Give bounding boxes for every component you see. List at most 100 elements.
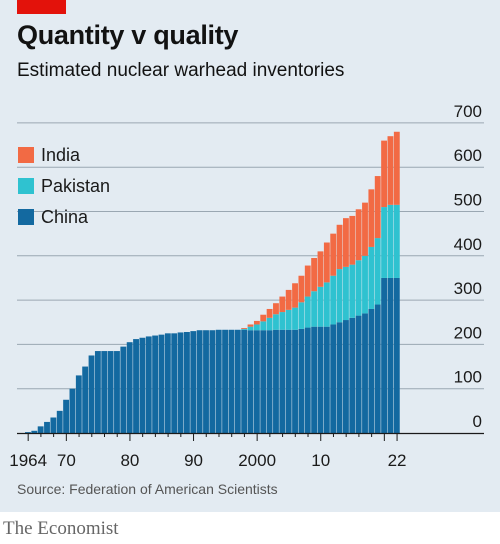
bar-china <box>292 329 298 433</box>
bar-china <box>304 327 311 433</box>
bar-india <box>374 176 381 239</box>
bar-china <box>215 329 222 433</box>
bar-china <box>234 329 241 433</box>
bar-pakistan <box>260 321 267 331</box>
bar-pakistan <box>374 238 381 305</box>
bar-india <box>241 328 248 329</box>
bar-china <box>101 351 108 433</box>
bar-pakistan <box>266 317 273 331</box>
bar-china <box>126 342 133 433</box>
gridlines <box>17 122 484 390</box>
legend-label-pakistan: Pakistan <box>41 176 110 196</box>
stacked-bar-chart: 1964 70 80 90 2000 10 22 0 100 200 300 400 500 600 70… <box>9 102 484 470</box>
bar-china <box>273 329 279 433</box>
bar-china <box>88 355 95 433</box>
bar-india <box>260 314 267 322</box>
bar-india <box>349 215 356 265</box>
bar-pakistan <box>292 307 298 330</box>
x-tick-label: 90 <box>184 451 203 470</box>
bar-china <box>381 277 388 433</box>
economist-red-tab <box>17 0 66 14</box>
bar-china <box>349 317 356 433</box>
bar-pakistan <box>285 309 292 330</box>
bar-india <box>279 296 286 313</box>
bar-pakistan <box>393 204 400 278</box>
bar-china <box>171 333 178 433</box>
bar-china <box>184 332 190 433</box>
bar-china <box>393 277 400 433</box>
legend-swatch-pakistan <box>18 178 34 194</box>
y-tick-label: 500 <box>454 191 482 210</box>
x-tick-label: 22 <box>388 451 407 470</box>
bar-china <box>31 430 38 433</box>
bar-china <box>209 330 216 433</box>
bar-china <box>336 322 343 433</box>
bar-india <box>343 218 349 267</box>
x-tick-label: 2000 <box>238 451 276 470</box>
bar-china <box>228 329 235 433</box>
bar-india <box>336 224 343 270</box>
bar-china <box>158 334 165 433</box>
x-tick-label: 70 <box>57 451 76 470</box>
bar-china <box>56 410 63 433</box>
bar-pakistan <box>241 328 248 330</box>
bar-pakistan <box>298 302 305 329</box>
bar-india <box>311 258 318 292</box>
bar-pakistan <box>304 296 311 328</box>
bar-china <box>196 330 203 433</box>
bar-china <box>368 308 375 433</box>
y-tick-label: 200 <box>454 323 482 342</box>
bar-china <box>37 426 44 433</box>
bar-china <box>44 421 50 433</box>
bars <box>25 131 400 433</box>
bar-pakistan <box>253 324 260 331</box>
bar-china <box>50 417 57 433</box>
bar-china <box>253 330 260 433</box>
bar-india <box>317 251 324 287</box>
bar-china <box>25 432 31 433</box>
bar-china <box>241 329 248 433</box>
source-note: Source: Federation of American Scientist… <box>17 481 278 497</box>
bar-pakistan <box>343 266 349 321</box>
legend: India Pakistan China <box>18 145 110 227</box>
bar-china <box>69 388 76 433</box>
bar-china <box>323 326 330 433</box>
y-tick-label: 400 <box>454 235 482 254</box>
bar-china <box>279 329 286 433</box>
bar-china <box>63 399 70 433</box>
bar-india <box>387 136 394 205</box>
bar-china <box>145 336 152 433</box>
bar-india <box>355 209 362 261</box>
bar-china <box>317 326 324 433</box>
x-axis: 1964 70 80 90 2000 10 22 <box>9 432 484 470</box>
bar-china <box>311 326 318 433</box>
bar-india <box>292 283 298 308</box>
bar-pakistan <box>355 260 362 316</box>
x-tick-label: 10 <box>311 451 330 470</box>
bar-china <box>343 320 349 433</box>
bar-china <box>114 351 120 433</box>
bar-china <box>387 277 394 433</box>
y-tick-label: 0 <box>473 412 482 431</box>
bar-india <box>298 275 305 303</box>
bar-china <box>247 330 254 433</box>
bar-india <box>247 324 254 327</box>
y-tick-label: 300 <box>454 279 482 298</box>
bar-india <box>253 320 260 325</box>
legend-swatch-india <box>18 147 34 163</box>
bar-india <box>266 308 273 318</box>
chart-title: Quantity v quality <box>17 20 239 50</box>
bar-china <box>190 331 197 433</box>
bar-india <box>330 233 337 276</box>
bar-china <box>164 333 171 433</box>
bar-china <box>107 351 114 433</box>
bar-china <box>298 328 305 433</box>
x-tick-label: 1964 <box>9 451 47 470</box>
bar-pakistan <box>323 282 330 327</box>
bar-india <box>381 140 388 208</box>
bar-china <box>330 324 337 433</box>
bar-china <box>355 315 362 433</box>
bar-china <box>120 346 127 433</box>
bar-china <box>285 329 292 433</box>
bar-india <box>323 242 330 283</box>
